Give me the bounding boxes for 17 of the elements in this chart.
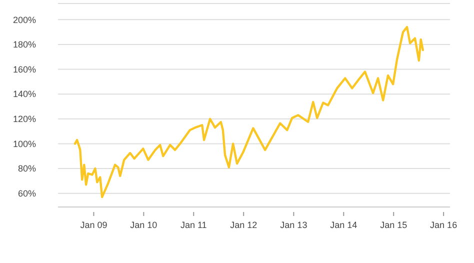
x-tick-label: Jan 13 [280,220,308,230]
y-tick-label: 120% [12,114,36,124]
line-series [74,26,424,198]
y-tick-label: 100% [12,138,36,149]
x-tick-label: Jan 14 [330,220,358,230]
y-tick-label: 160% [12,64,36,74]
x-tick-label: Jan 11 [180,220,207,230]
y-tick-label: 200% [12,14,36,25]
x-tick-label: Jan 10 [130,220,158,230]
y-tick-label: 80% [18,164,36,174]
x-tick-label: Jan 15 [380,220,408,230]
y-tick-label: 180% [12,40,36,50]
x-tick-label: Jan 12 [230,220,258,230]
x-tick-label: Jan 16 [430,220,458,230]
x-tick-label: Jan 09 [80,220,108,230]
y-tick-label: 60% [18,188,36,198]
y-tick-label: 140% [12,89,36,100]
